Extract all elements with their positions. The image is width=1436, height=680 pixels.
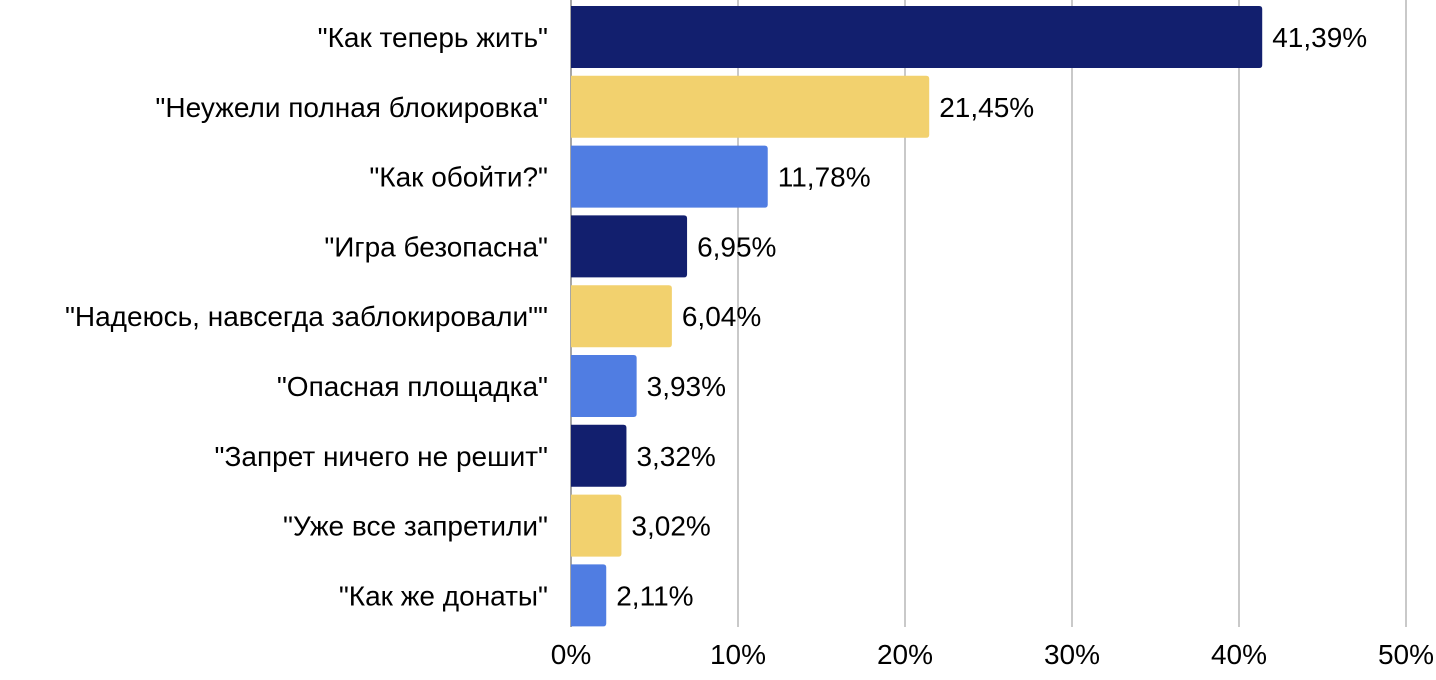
category-label: "Неужели полная блокировка"	[155, 92, 548, 123]
bar	[571, 564, 607, 627]
category-label: "Запрет ничего не решит"	[215, 441, 548, 472]
category-label: "Надеюсь, навсегда заблокировали""	[65, 301, 548, 332]
data-label: 21,45%	[939, 92, 1034, 123]
data-label: 6,04%	[682, 301, 761, 332]
bar	[571, 215, 688, 278]
category-label: "Как же донаты"	[339, 580, 548, 611]
x-tick-label: 30%	[1044, 639, 1100, 670]
x-tick-label: 50%	[1378, 639, 1434, 670]
data-label: 6,95%	[697, 231, 776, 262]
bar	[571, 494, 622, 557]
x-tick-label: 0%	[551, 639, 591, 670]
bar	[571, 145, 768, 208]
data-label: 2,11%	[616, 580, 693, 611]
data-label: 3,32%	[636, 441, 715, 472]
category-label: "Как обойти?"	[369, 162, 548, 193]
data-label: 41,39%	[1272, 22, 1367, 53]
data-label: 11,78%	[778, 162, 871, 193]
data-label: 3,93%	[647, 371, 726, 402]
bar	[571, 424, 627, 487]
bar	[571, 285, 672, 348]
bar	[571, 75, 930, 138]
x-tick-label: 10%	[710, 639, 766, 670]
category-label: "Уже все запретили"	[283, 511, 548, 542]
data-label: 3,02%	[631, 511, 710, 542]
bar	[571, 6, 1263, 68]
category-label: "Игра безопасна"	[324, 231, 548, 262]
x-tick-label: 20%	[877, 639, 933, 670]
x-tick-label: 40%	[1211, 639, 1267, 670]
category-label: "Опасная площадка"	[277, 371, 548, 402]
category-label: "Как теперь жить"	[318, 22, 548, 53]
bar	[571, 355, 637, 417]
